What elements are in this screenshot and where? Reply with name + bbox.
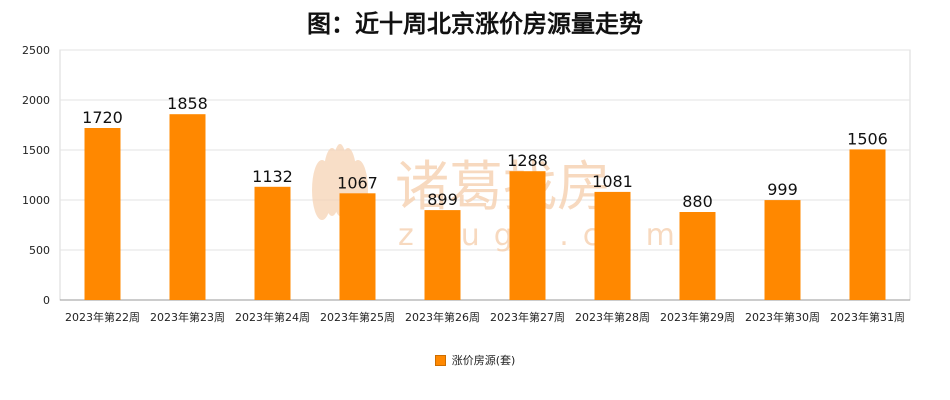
x-tick-label: 2023年第27周 [490,310,565,324]
y-tick-label: 1500 [22,144,50,157]
y-tick-label: 2000 [22,94,50,107]
x-tick-label: 2023年第24周 [235,310,310,324]
bar[interactable] [509,171,546,300]
x-tick-label: 2023年第29周 [660,310,735,324]
y-tick-label: 1000 [22,194,50,207]
y-tick-label: 0 [43,294,50,307]
bar[interactable] [424,210,461,300]
bar[interactable] [254,186,291,300]
x-tick-label: 2023年第26周 [405,310,480,324]
data-label: 1067 [337,173,378,192]
legend-label: 涨价房源(套) [451,354,516,367]
chart-title: 图：近十周北京涨价房源量走势 [307,10,643,38]
bar[interactable] [764,200,801,300]
data-label: 880 [682,192,713,211]
data-label: 1081 [592,172,633,191]
y-tick-label: 2500 [22,44,50,57]
data-label: 999 [767,180,798,199]
x-tick-label: 2023年第22周 [65,310,140,324]
data-label: 1288 [507,151,548,170]
legend-swatch [434,354,446,366]
x-tick-label: 2023年第25周 [320,310,395,324]
bar[interactable] [84,128,121,300]
labels: 0 500 1000 1500 2000 2500 1720 2023年第22周 1858 202… [22,44,905,324]
watermark-text-cn: 诸葛找房 [395,155,611,218]
data-label: 1506 [847,129,888,148]
legend[interactable]: 涨价房源(套) [0,352,950,368]
x-tick-label: 2023年第30周 [745,310,820,324]
bars [84,114,886,300]
bar[interactable] [594,191,631,300]
bar[interactable] [679,212,716,300]
bar[interactable] [169,114,206,300]
bar[interactable] [849,149,886,300]
data-label: 1720 [82,108,123,127]
x-tick-label: 2023年第23周 [150,310,225,324]
bar[interactable] [339,193,376,300]
data-label: 1132 [252,167,293,186]
x-tick-label: 2023年第28周 [575,310,650,324]
data-label: 1858 [167,94,208,113]
y-tick-label: 500 [29,244,50,257]
data-label: 899 [427,190,458,209]
x-tick-label: 2023年第31周 [830,310,905,324]
